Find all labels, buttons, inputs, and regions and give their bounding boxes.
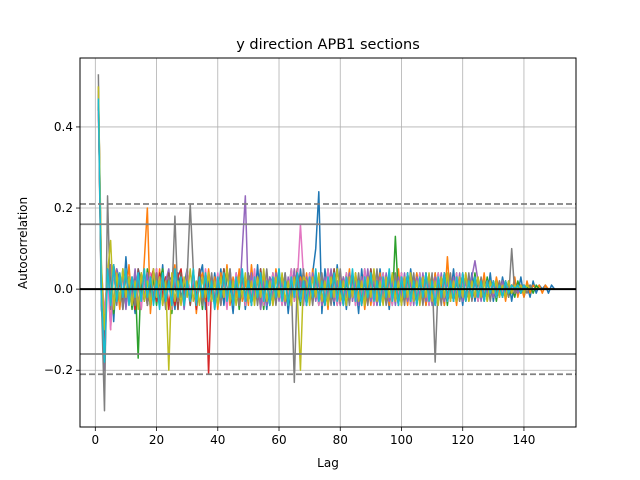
y-axis-label: Autocorrelation [16,197,30,289]
x-tick-label: 20 [149,433,164,447]
plot-frame [79,57,577,428]
axis-ticks: 0 20 40 60 80 100 120 140 −0.2 0.0 0.2 0.4 [44,120,536,447]
y-tick-label: 0.4 [54,120,73,134]
x-tick-label: 40 [210,433,225,447]
y-tick-label: 0.0 [54,282,73,296]
x-tick-label: 60 [271,433,286,447]
chart-title: y direction APB1 sections [236,37,420,53]
series-group [97,74,556,412]
x-tick-label: 0 [91,433,99,447]
y-tick-label: −0.2 [44,363,73,377]
x-tick-label: 80 [333,433,348,447]
x-tick-label: 120 [451,433,474,447]
x-axis-label: Lag [317,456,339,470]
reference-lines [80,203,576,376]
series-line-10 [97,98,552,363]
x-tick-label: 100 [390,433,413,447]
x-tick-label: 140 [512,433,535,447]
y-tick-label: 0.2 [54,201,73,215]
